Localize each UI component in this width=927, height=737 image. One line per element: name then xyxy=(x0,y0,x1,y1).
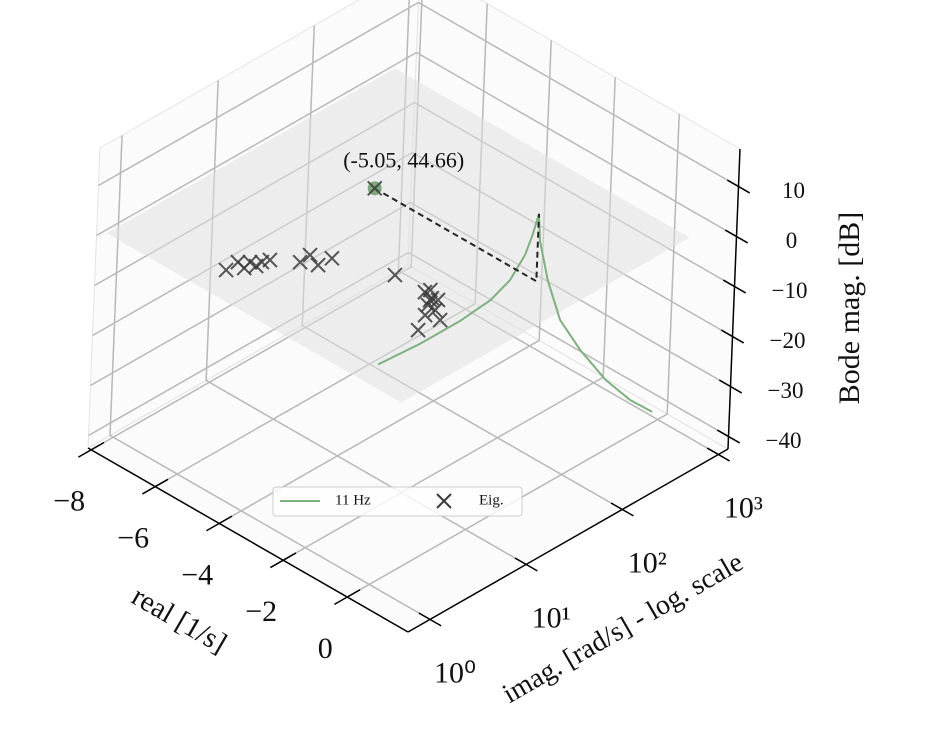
tick-mark xyxy=(718,379,743,394)
tick-mark xyxy=(142,478,169,495)
legend-label: 11 Hz xyxy=(335,492,371,508)
y-tick-label: 10³ xyxy=(724,491,763,524)
tick-mark xyxy=(334,589,361,606)
z-axis-label: Bode mag. [dB] xyxy=(833,212,866,404)
tick-mark xyxy=(720,329,745,344)
legend-marker xyxy=(436,493,452,509)
tick-mark xyxy=(514,557,538,572)
eig-marker xyxy=(387,267,403,283)
tick-mark xyxy=(270,552,297,569)
axis-line xyxy=(407,448,729,633)
eig-marker xyxy=(430,292,446,308)
tick-mark xyxy=(726,179,751,194)
z-tick-label: −40 xyxy=(766,428,802,453)
z-tick-label: 0 xyxy=(786,228,798,253)
grid-line xyxy=(98,1,419,187)
grid-line xyxy=(96,51,417,237)
grid-line xyxy=(666,114,680,415)
y-tick-label: 10⁰ xyxy=(434,656,476,689)
eig-marker xyxy=(262,252,278,268)
eig-marker xyxy=(427,302,443,318)
eig-marker xyxy=(248,258,264,274)
grid-line xyxy=(418,1,739,188)
eig-marker xyxy=(432,312,448,328)
tick-mark xyxy=(206,515,233,532)
grid-line xyxy=(109,135,123,436)
x-tick-label: −2 xyxy=(245,595,277,628)
eig-marker xyxy=(218,262,234,278)
bode-line xyxy=(377,213,653,413)
tick-mark xyxy=(724,229,749,244)
grid-line xyxy=(282,376,604,561)
x-tick-label: −8 xyxy=(53,485,85,518)
axis-line xyxy=(727,148,741,450)
tick-mark xyxy=(78,441,105,458)
eig-marker xyxy=(310,257,326,273)
eig-marker xyxy=(410,322,426,338)
axis-line xyxy=(87,447,409,633)
eig-marker xyxy=(324,250,340,266)
y-tick-label: 10² xyxy=(628,546,667,579)
z-tick-label: −10 xyxy=(772,278,808,303)
x-tick-label: 0 xyxy=(318,632,333,665)
grid-line xyxy=(205,379,527,566)
eig-marker xyxy=(422,282,439,298)
tick-mark xyxy=(610,502,634,517)
surface xyxy=(106,68,690,403)
eig-marker xyxy=(367,180,383,197)
z-tick-label: −20 xyxy=(770,328,806,353)
x-tick-label: −6 xyxy=(117,522,149,555)
legend: 11 Hz Eig. xyxy=(272,486,523,517)
grid-line xyxy=(109,434,431,621)
x-tick-label: −4 xyxy=(181,558,213,591)
z-tick-label: −30 xyxy=(768,378,804,403)
tick-mark xyxy=(716,429,741,444)
tick-mark xyxy=(706,447,730,462)
eig-marker xyxy=(417,307,433,323)
tick-mark xyxy=(722,279,747,294)
y-tick-label: 10¹ xyxy=(532,601,571,634)
eig-marker xyxy=(420,297,436,313)
z-tick-label: 10 xyxy=(782,178,805,203)
grid-line xyxy=(416,51,737,238)
eig-marker xyxy=(302,247,318,263)
legend-box xyxy=(272,486,523,517)
annotation-text: (-5.05, 44.66) xyxy=(343,147,464,172)
guide-line xyxy=(374,187,541,283)
legend-label: Eig. xyxy=(479,492,504,508)
x-axis-label: real [1/s] xyxy=(126,580,232,660)
eig-marker xyxy=(292,254,308,270)
tick-mark xyxy=(418,612,442,627)
